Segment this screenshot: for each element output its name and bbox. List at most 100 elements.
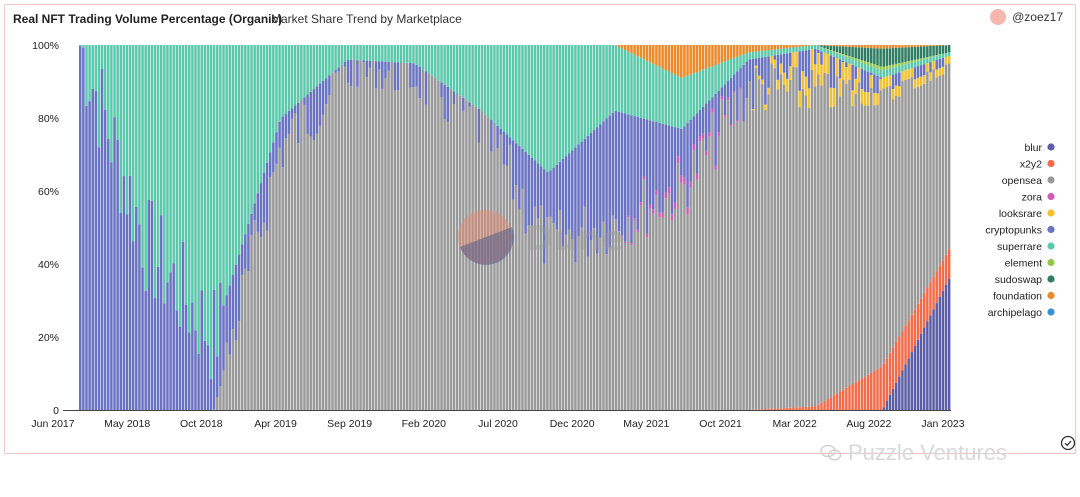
bar-segment-cryptopunks — [309, 91, 312, 137]
author-link[interactable]: @zoez17 — [990, 9, 1063, 25]
bar-segment-opensea — [406, 62, 409, 411]
bar-segment-looksrare — [782, 72, 786, 85]
bar-segment-opensea — [480, 111, 484, 411]
bar-segment-superrare — [820, 47, 823, 52]
bar-segment-cryptopunks — [328, 75, 331, 96]
bar-segment-foundation — [745, 45, 748, 54]
bar-segment-cryptopunks — [281, 116, 284, 168]
legend-swatch-zora[interactable] — [1047, 192, 1055, 201]
legend-label-archipelago[interactable]: archipelago — [988, 307, 1042, 319]
legend-swatch-blur[interactable] — [1047, 143, 1055, 151]
bar-segment-superrare — [543, 45, 546, 170]
bar-segment-cryptopunks — [135, 206, 138, 410]
bar-segment-superrare — [318, 45, 322, 84]
bar-segment-superrare — [79, 45, 82, 47]
bar-segment-opensea — [527, 225, 530, 410]
bar-segment-opensea — [711, 112, 714, 411]
bar-segment-opensea — [879, 90, 882, 368]
bar-segment-foundation — [842, 45, 845, 47]
legend-swatch-archipelago[interactable] — [1047, 308, 1055, 316]
bar-segment-cryptopunks — [228, 285, 231, 355]
legend-label-element[interactable]: element — [1005, 258, 1042, 270]
legend-swatch-element[interactable] — [1047, 258, 1055, 267]
bar-segment-superrare — [605, 45, 608, 119]
bar-segment-blur — [888, 394, 892, 410]
bar-segment-opensea — [826, 73, 829, 400]
bar-segment-looksrare — [926, 63, 929, 72]
legend-swatch-superrare[interactable] — [1047, 242, 1055, 250]
legend-label-opensea[interactable]: opensea — [1002, 175, 1042, 187]
bar-segment-looksrare — [894, 85, 898, 96]
bar-segment-x2y2 — [801, 407, 805, 410]
bar-segment-superrare — [567, 45, 571, 154]
bar-segment-cryptopunks — [365, 60, 369, 78]
legend-label-cryptopunks[interactable]: cryptopunks — [985, 225, 1042, 237]
bar-segment-cryptopunks — [181, 241, 185, 410]
bar-segment-looksrare — [785, 78, 789, 92]
bar-segment-cryptopunks — [477, 109, 481, 143]
bar-segment-opensea — [346, 82, 350, 410]
bar-segment-opensea — [680, 182, 683, 410]
bar-segment-looksrare — [916, 77, 920, 87]
bar-segment-opensea — [561, 246, 565, 410]
legend-label-blur[interactable]: blur — [1024, 142, 1042, 154]
bar-segment-superrare — [583, 45, 587, 139]
bar-segment-sudoswap — [820, 45, 823, 47]
bar-segment-opensea — [664, 198, 667, 410]
bar-segment-x2y2 — [757, 409, 761, 410]
bar-segment-element — [879, 66, 882, 70]
bar-segment-cryptopunks — [166, 282, 169, 410]
bar-segment-looksrare — [817, 52, 820, 75]
bar-segment-opensea — [325, 104, 328, 410]
bar-segment-opensea — [427, 73, 431, 411]
bar-segment-superrare — [524, 45, 527, 152]
bar-segment-opensea — [882, 88, 885, 364]
legend-swatch-foundation[interactable] — [1047, 291, 1055, 300]
bar-segment-opensea — [795, 67, 798, 408]
legend-swatch-cryptopunks[interactable] — [1047, 225, 1055, 234]
bar-segment-superrare — [216, 45, 219, 357]
legend-label-sudoswap[interactable]: sudoswap — [995, 274, 1042, 286]
bar-segment-foundation — [652, 45, 655, 64]
legend-label-superrare[interactable]: superrare — [997, 241, 1042, 253]
bar-segment-foundation — [624, 45, 627, 51]
bar-segment-opensea — [708, 136, 711, 410]
bar-segment-opensea — [695, 179, 699, 410]
bar-segment-cryptopunks — [262, 172, 266, 223]
legend-swatch-sudoswap[interactable] — [1047, 275, 1055, 283]
bar-segment-opensea — [857, 82, 861, 381]
bar-segment-opensea — [530, 225, 534, 410]
bar-segment-sudoswap — [910, 47, 914, 61]
bar-segment-opensea — [770, 63, 773, 409]
bar-segment-foundation — [658, 45, 661, 67]
bar-segment-opensea — [704, 155, 708, 410]
legend-label-foundation[interactable]: foundation — [993, 291, 1042, 303]
bar-segment-cryptopunks — [692, 116, 696, 144]
legend-swatch-looksrare[interactable] — [1047, 209, 1055, 217]
bar-segment-sudoswap — [860, 47, 864, 61]
legend-label-looksrare[interactable]: looksrare — [999, 208, 1042, 220]
bar-segment-zora — [683, 177, 686, 185]
bar-segment-superrare — [88, 45, 91, 102]
bar-segment-element — [898, 63, 901, 66]
bar-segment-opensea — [240, 274, 244, 410]
check-circle-icon[interactable] — [1060, 435, 1076, 451]
bar-segment-cryptopunks — [511, 140, 515, 200]
bar-segment-cryptopunks — [527, 154, 530, 226]
bar-segment-cryptopunks — [138, 224, 141, 410]
bar-segment-superrare — [717, 63, 720, 91]
bar-segment-zora — [686, 207, 689, 215]
bar-segment-zora — [723, 115, 727, 118]
legend-swatch-opensea[interactable] — [1047, 176, 1055, 184]
bar-segment-cryptopunks — [184, 305, 188, 410]
bar-segment-superrare — [804, 46, 808, 51]
bar-segment-opensea — [779, 74, 783, 409]
bar-segment-foundation — [670, 45, 674, 74]
legend-label-zora[interactable]: zora — [1022, 192, 1043, 204]
bar-segment-superrare — [440, 45, 443, 83]
bar-segment-superrare — [620, 48, 624, 113]
legend-label-x2y2[interactable]: x2y2 — [1020, 159, 1042, 171]
legend-swatch-x2y2[interactable] — [1047, 159, 1055, 168]
bar-segment-opensea — [533, 206, 537, 410]
bar-segment-cryptopunks — [636, 116, 639, 230]
